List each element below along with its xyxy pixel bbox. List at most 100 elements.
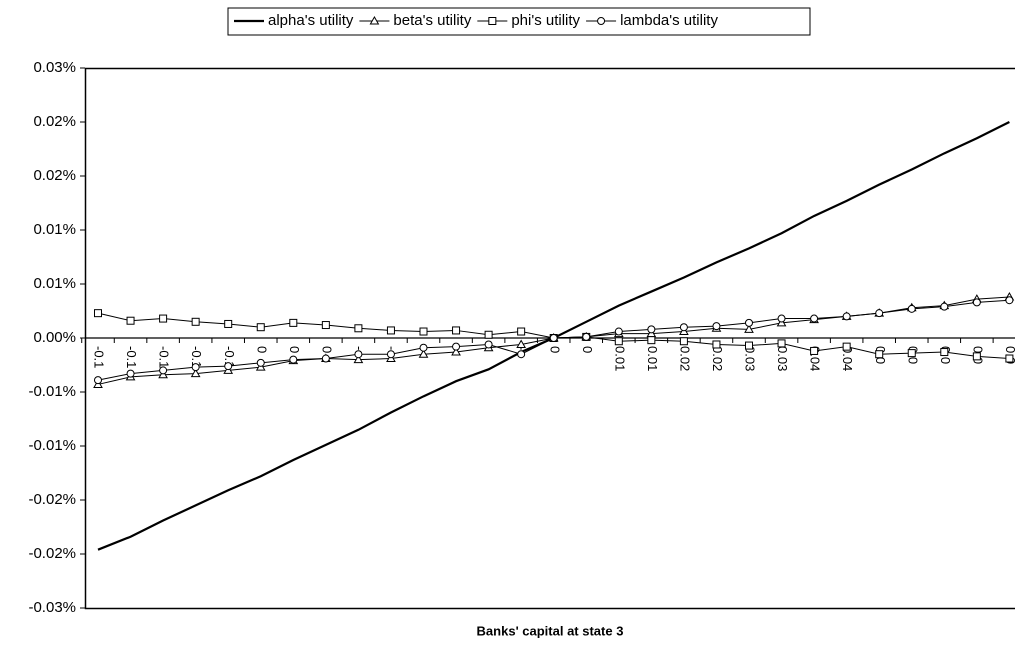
data-point (972, 298, 981, 307)
data-point (321, 354, 330, 363)
data-point (516, 339, 527, 348)
legend-label: phi's utility (511, 12, 580, 29)
data-point (745, 318, 753, 327)
data-point (810, 346, 819, 355)
data-point (159, 366, 168, 375)
x-tick-label: 0.04 (840, 346, 855, 371)
data-point (614, 327, 623, 336)
data-point (289, 355, 298, 364)
data-point (256, 358, 265, 367)
data-point (191, 363, 200, 372)
data-point (224, 362, 233, 371)
data-point (745, 341, 753, 350)
y-tick-label: 0.02% (33, 113, 76, 130)
data-point (451, 347, 461, 356)
y-tick-label: -0.03% (28, 599, 76, 616)
data-point (419, 343, 428, 352)
data-point (386, 326, 395, 335)
data-point (354, 350, 363, 359)
y-tick-label: 0.01% (33, 275, 76, 292)
data-point (842, 312, 851, 321)
legend-label: alpha's utility (268, 12, 354, 29)
legend-box (227, 7, 811, 36)
x-tick-label: -0.1 (92, 346, 107, 368)
data-point (940, 302, 949, 311)
data-point (777, 314, 786, 323)
y-tick-label: -0.01% (28, 383, 76, 400)
y-tick-label: 0.00% (33, 329, 76, 346)
data-point (1005, 296, 1014, 305)
data-point (777, 339, 786, 348)
data-point (354, 324, 363, 333)
data-point (517, 350, 526, 359)
legend-marker (488, 17, 497, 25)
data-point (418, 349, 429, 358)
x-tick-label: 0.01 (612, 346, 627, 371)
data-point (224, 319, 233, 328)
data-point (517, 327, 526, 336)
data-point (679, 337, 688, 346)
data-point (842, 342, 851, 351)
y-tick-label: 0.01% (33, 221, 76, 238)
data-point (190, 368, 201, 378)
x-tick-label: 0.03 (743, 346, 758, 371)
x-tick-label: -0.1 (124, 346, 139, 368)
x-tick-label: -0.1 (157, 346, 172, 368)
data-point (647, 336, 656, 345)
data-point (159, 314, 168, 323)
x-tick-label: 0.03 (775, 346, 790, 371)
y-tick-label: 0.03% (33, 59, 76, 76)
data-point (256, 323, 265, 332)
data-point (875, 350, 884, 359)
x-tick-label: - (515, 346, 530, 350)
data-point (452, 326, 461, 335)
data-point (679, 323, 688, 332)
data-point (647, 325, 656, 334)
data-point (484, 330, 493, 339)
x-tick-label: 0 (287, 346, 302, 353)
legend-marker (597, 17, 606, 25)
data-point (1005, 354, 1014, 363)
data-point (126, 369, 135, 378)
data-point (353, 354, 364, 364)
data-point (810, 314, 819, 323)
data-point (94, 376, 102, 385)
x-axis-title: Banks' capital at state 3 (477, 623, 624, 638)
data-point (321, 321, 330, 330)
data-point (484, 340, 493, 349)
x-tick-label: - (352, 346, 367, 350)
data-point (712, 322, 721, 331)
data-point (549, 334, 558, 342)
data-point (94, 309, 102, 318)
y-tick-label: -0.02% (28, 545, 76, 562)
x-tick-label: 0.02 (677, 346, 692, 371)
x-tick-label: 0 (254, 346, 269, 353)
data-point (582, 332, 591, 341)
data-point (972, 352, 981, 361)
data-point (452, 342, 461, 351)
data-point (289, 318, 298, 327)
legend-marker (369, 15, 380, 25)
x-tick-label: 0 (319, 346, 334, 353)
data-point (712, 340, 721, 349)
x-tick-label: 0 (580, 346, 595, 353)
x-tick-label: - (385, 346, 400, 350)
x-tick-label: 0.01 (645, 346, 660, 371)
y-tick-label: -0.01% (28, 437, 76, 454)
y-tick-label: 0.02% (33, 167, 76, 184)
y-tick-label: -0.02% (28, 491, 76, 508)
data-point (907, 304, 916, 313)
data-point (386, 350, 395, 359)
x-tick-label: -0.1 (189, 346, 204, 368)
data-point (419, 327, 428, 336)
data-point (744, 324, 754, 333)
legend-label: beta's utility (393, 12, 471, 29)
data-point (940, 348, 949, 357)
data-point (907, 349, 916, 358)
x-tick-label: -0.1 (222, 346, 237, 368)
legend-label: lambda's utility (620, 12, 718, 29)
x-tick-label: 0.02 (710, 346, 725, 371)
data-point (614, 337, 623, 346)
